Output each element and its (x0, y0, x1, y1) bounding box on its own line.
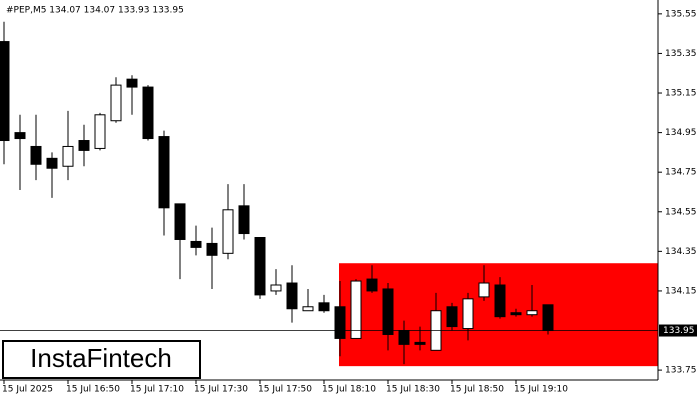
x-tick-label: 15 Jul 17:10 (130, 385, 184, 395)
bearish-candle (190, 240, 202, 248)
y-tick-label: 134.55 (665, 207, 697, 217)
x-tick-label: 15 Jul 19:10 (514, 385, 568, 395)
bearish-candle (366, 278, 378, 292)
logo: InstaFintech (30, 343, 172, 373)
y-tick-label: 134.35 (665, 247, 697, 257)
bearish-candle (158, 136, 170, 209)
bearish-candle (142, 86, 154, 140)
x-tick-label: 15 Jul 18:10 (322, 385, 376, 395)
x-tick-label: 15 Jul 17:30 (194, 385, 248, 395)
bearish-candle (398, 330, 410, 345)
bearish-candle (510, 312, 522, 316)
y-tick-label: 135.15 (665, 89, 697, 99)
bullish-candle (350, 280, 362, 339)
price-label: 133.95 (663, 326, 695, 336)
bearish-candle (494, 284, 506, 318)
x-tick-label: 15 Jul 17:50 (258, 385, 312, 395)
y-tick-label: 134.95 (665, 128, 697, 138)
bullish-candle (94, 114, 106, 149)
x-tick-label: 15 Jul 16:50 (66, 385, 120, 395)
logo-box (2, 340, 201, 379)
bearish-candle (46, 157, 58, 169)
bullish-candle (302, 306, 314, 312)
bearish-candle (14, 132, 26, 140)
y-tick-label: 135.55 (665, 9, 697, 19)
bullish-candle (222, 209, 234, 254)
bullish-candle (478, 282, 490, 298)
bearish-candle (286, 282, 298, 310)
bearish-candle (382, 288, 394, 335)
bearish-candle (414, 341, 426, 345)
y-tick-label: 133.75 (665, 366, 697, 376)
bearish-candle (254, 237, 266, 296)
x-tick-label: 15 Jul 18:50 (450, 385, 504, 395)
bullish-candle (526, 310, 538, 316)
bearish-candle (206, 242, 218, 256)
bearish-candle (0, 41, 10, 142)
bearish-candle (78, 140, 90, 151)
price-label-box (659, 324, 697, 337)
bullish-candle (110, 84, 122, 122)
bearish-candle (542, 304, 554, 332)
y-tick-label: 134.75 (665, 168, 697, 178)
bearish-candle (126, 78, 138, 88)
bullish-candle (462, 298, 474, 330)
bullish-candle (62, 145, 74, 167)
chart-title: #PEP,M5 134.07 134.07 133.93 133.95 (6, 6, 184, 16)
y-tick-label: 134.15 (665, 286, 697, 296)
x-tick-label: 15 Jul 2025 (2, 385, 53, 395)
bearish-candle (446, 306, 458, 328)
bearish-candle (30, 145, 42, 165)
bearish-candle (318, 302, 330, 312)
bearish-candle (238, 205, 250, 235)
bullish-candle (270, 284, 282, 292)
bearish-candle (334, 306, 346, 339)
x-tick-label: 15 Jul 18:30 (386, 385, 440, 395)
y-tick-label: 135.35 (665, 49, 697, 59)
bearish-candle (174, 203, 186, 240)
plot-area (0, 21, 658, 367)
